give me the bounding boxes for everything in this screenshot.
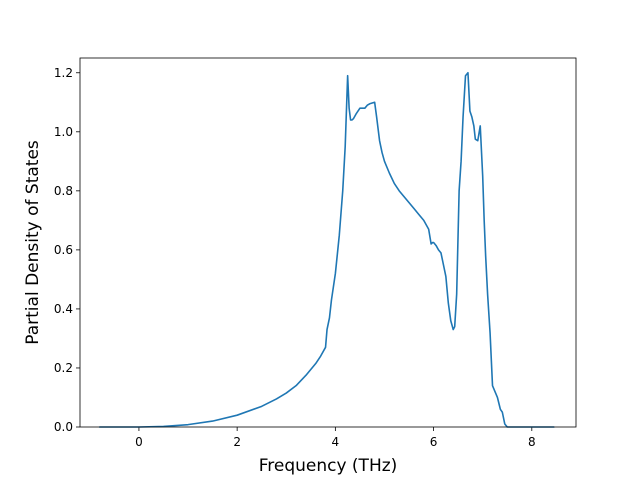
y-tick-label: 0.4 [54, 302, 73, 316]
x-tick-label: 6 [430, 435, 438, 449]
y-tick-label: 1.0 [54, 125, 73, 139]
y-tick-label: 0.2 [54, 361, 73, 375]
pdos-series-line [98, 71, 555, 428]
y-tick-label: 0.8 [54, 184, 73, 198]
x-axis-label: Frequency (THz) [259, 456, 398, 476]
y-tick-label: 1.2 [54, 66, 73, 80]
x-tick-label: 2 [233, 435, 241, 449]
x-axis-ticks: 0 2 4 6 8 [135, 427, 536, 449]
x-tick-label: 8 [528, 435, 536, 449]
y-tick-label: 0.6 [54, 243, 73, 257]
x-tick-label: 0 [135, 435, 143, 449]
y-tick-label: 0.0 [54, 420, 73, 434]
y-axis-ticks: 0.0 0.2 0.4 0.6 0.8 1.0 1.2 [54, 66, 80, 434]
x-tick-label: 4 [332, 435, 340, 449]
y-axis-label: Partial Density of States [23, 140, 43, 345]
plot-area-frame [79, 57, 577, 428]
